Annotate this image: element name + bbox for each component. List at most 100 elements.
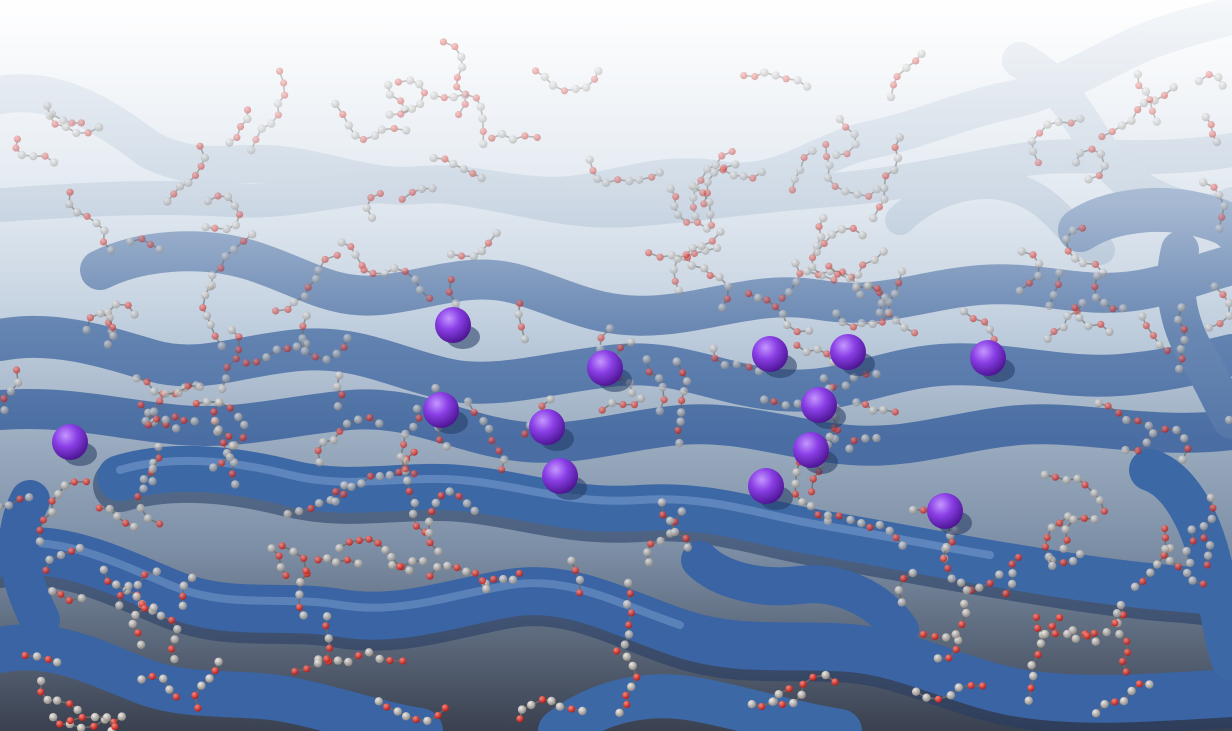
bond	[966, 574, 1000, 592]
carbon-atom	[173, 625, 182, 634]
carbon-atom	[1029, 671, 1038, 681]
oxygen-atom	[77, 119, 85, 127]
carbon-atom	[863, 281, 872, 291]
carbon-atom	[683, 543, 692, 552]
molecule-chain	[532, 66, 603, 95]
carbon-atom	[82, 325, 91, 335]
carbon-atom	[625, 176, 634, 186]
molecule-chain	[163, 142, 210, 206]
oxygen-atom	[711, 354, 719, 362]
oxygen-atom	[1163, 347, 1171, 355]
ion	[801, 387, 837, 423]
molecule-chain	[426, 561, 491, 594]
molecule-chain	[585, 155, 664, 187]
bond	[517, 303, 526, 340]
carbon-atom	[682, 377, 692, 386]
carbon-atom	[837, 225, 847, 234]
oxygen-atom	[365, 535, 373, 543]
carbon-atom	[514, 310, 523, 319]
ion	[970, 340, 1006, 376]
oxygen-atom	[830, 276, 838, 284]
carbon-atom	[273, 99, 283, 108]
carbon-atom	[222, 224, 231, 234]
carbon-atom	[1100, 700, 1109, 709]
carbon-atom	[1105, 327, 1114, 337]
carbon-atom	[790, 175, 799, 184]
molecule-chain	[21, 651, 62, 667]
carbon-atom	[808, 146, 817, 156]
carbon-atom	[615, 708, 624, 717]
carbon-atom	[240, 420, 249, 430]
carbon-atom	[76, 723, 86, 731]
oxygen-atom	[1091, 283, 1099, 291]
carbon-atom	[105, 504, 115, 514]
oxygen-atom	[359, 135, 367, 144]
oxygen-atom	[979, 682, 987, 690]
carbon-atom	[300, 292, 310, 301]
carbon-atom	[484, 424, 494, 434]
molecule-chain	[36, 676, 82, 715]
carbon-atom	[858, 231, 867, 240]
carbon-atom	[370, 131, 380, 140]
carbon-atom	[875, 520, 884, 530]
carbon-atom	[449, 159, 458, 169]
carbon-atom	[872, 185, 882, 194]
carbon-atom	[624, 630, 634, 639]
oxygen-atom	[778, 294, 786, 302]
carbon-atom	[897, 598, 906, 607]
carbon-atom	[163, 197, 172, 206]
oxygen-atom	[451, 43, 459, 51]
oxygen-atom	[1041, 543, 1049, 551]
carbon-atom	[1068, 556, 1078, 566]
molecule-chain	[278, 542, 310, 575]
carbon-atom	[1187, 525, 1196, 534]
oxygen-atom	[95, 504, 103, 512]
oxygen-atom	[191, 171, 200, 179]
molecule-chain	[201, 192, 244, 234]
oxygen-atom	[745, 363, 753, 371]
carbon-atom	[1172, 425, 1181, 435]
carbon-atom	[567, 556, 576, 565]
carbon-atom	[418, 557, 428, 566]
oxygen-atom	[1033, 624, 1042, 632]
carbon-atom	[223, 192, 233, 202]
oxygen-atom	[244, 106, 252, 114]
carbon-atom	[870, 255, 879, 265]
carbon-atom	[911, 687, 921, 696]
oxygen-atom	[124, 301, 132, 309]
carbon-atom	[174, 388, 183, 398]
carbon-atom	[823, 173, 833, 182]
molecule-chain	[1024, 614, 1064, 705]
carbon-atom	[132, 374, 141, 383]
oxygen-atom	[82, 478, 90, 486]
carbon-atom	[171, 424, 181, 433]
oxygen-atom	[822, 140, 830, 149]
carbon-atom	[1078, 298, 1087, 308]
oxygen-atom	[447, 275, 455, 284]
oxygen-atom	[622, 691, 630, 700]
oxygen-atom	[48, 497, 56, 505]
carbon-atom	[458, 63, 467, 72]
carbon-atom	[880, 195, 889, 204]
carbon-atom	[53, 658, 62, 667]
carbon-atom	[1119, 697, 1129, 706]
oxygen-atom	[1111, 619, 1119, 627]
carbon-atom	[902, 63, 911, 73]
oxygen-atom	[455, 110, 463, 119]
oxygen-atom	[455, 492, 463, 500]
oxygen-atom	[1134, 447, 1142, 455]
carbon-atom	[1203, 551, 1213, 560]
oxygen-atom	[355, 651, 363, 660]
oxygen-atom	[1108, 128, 1116, 136]
oxygen-atom	[626, 589, 635, 598]
oxygen-atom	[931, 632, 939, 641]
oxygen-atom	[679, 369, 687, 377]
carbon-atom	[729, 171, 738, 180]
oxygen-atom	[484, 239, 493, 247]
carbon-atom	[4, 501, 14, 510]
oxygen-atom	[614, 176, 622, 184]
oxygen-atom	[1088, 145, 1096, 153]
carbon-atom	[428, 184, 437, 193]
molecule-chain	[823, 511, 907, 550]
bond	[856, 285, 886, 299]
